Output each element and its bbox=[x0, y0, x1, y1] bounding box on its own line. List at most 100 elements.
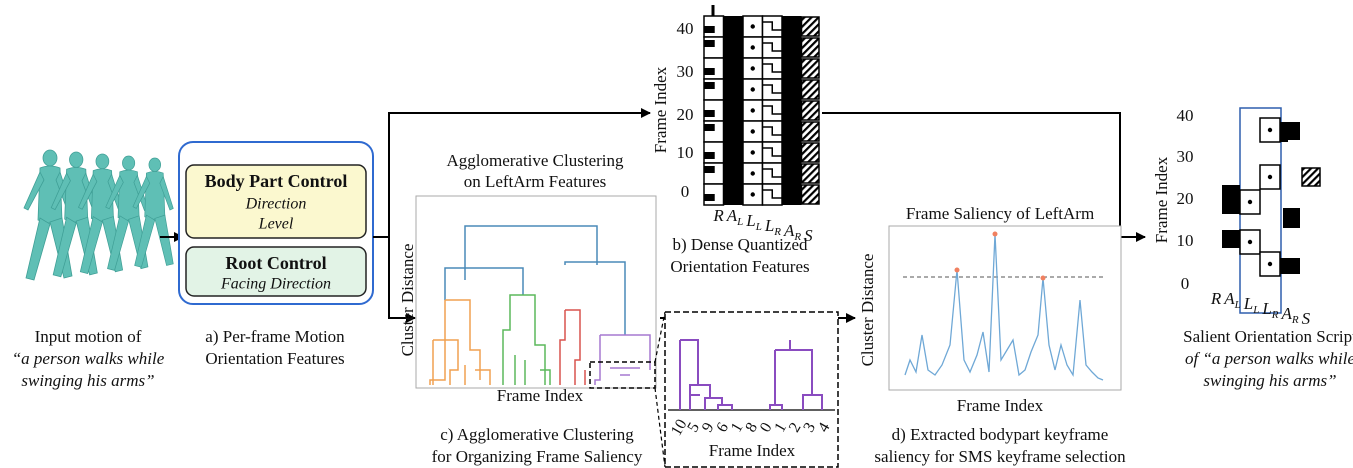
box-title: Root Control bbox=[225, 253, 326, 273]
y-tick-label: 40 bbox=[677, 19, 694, 38]
y-tick-label: 40 bbox=[1177, 106, 1194, 125]
column-label: L bbox=[745, 211, 755, 230]
cell-dot bbox=[750, 150, 755, 155]
cell-step bbox=[762, 105, 782, 115]
column-label: L bbox=[1261, 299, 1271, 318]
zoom-link bbox=[769, 350, 776, 410]
zoom-region bbox=[589, 361, 656, 389]
caption: saliency for SMS keyframe selection bbox=[874, 447, 1126, 466]
cell bbox=[723, 37, 743, 58]
cell-dot bbox=[750, 171, 755, 176]
dendro-link bbox=[444, 267, 524, 300]
arrow bbox=[388, 237, 416, 323]
arm bbox=[23, 171, 45, 211]
cell bbox=[782, 163, 802, 184]
caption: Input motion of bbox=[35, 327, 142, 346]
cell-step bbox=[762, 84, 782, 94]
saliency-box bbox=[888, 225, 1122, 391]
chart-title: Agglomerative Clustering bbox=[446, 151, 624, 170]
x-axis-label: Frame Index bbox=[709, 441, 796, 460]
dendro-link bbox=[464, 225, 598, 280]
column-subscript: L bbox=[736, 216, 743, 228]
cell bbox=[723, 100, 743, 121]
cell-dot bbox=[750, 87, 755, 92]
column-label: A bbox=[1281, 304, 1293, 323]
peak-marker bbox=[992, 231, 998, 237]
cell-dot bbox=[1267, 174, 1273, 180]
caption: a) Per-frame Motion bbox=[205, 327, 345, 346]
cell-block bbox=[704, 166, 715, 173]
dendro-link bbox=[540, 369, 551, 385]
cell bbox=[800, 58, 820, 79]
column-label: S bbox=[1302, 309, 1311, 328]
column-subscript: R bbox=[793, 231, 801, 243]
cell bbox=[782, 37, 802, 58]
column-label: A bbox=[726, 206, 738, 225]
saliency-line bbox=[904, 233, 1104, 381]
cell-block bbox=[704, 194, 715, 201]
cell-dot bbox=[1267, 127, 1273, 133]
cell-dot bbox=[750, 108, 755, 113]
cell-step bbox=[762, 126, 782, 136]
cell bbox=[723, 121, 743, 142]
caption: for Organizing Frame Saliency bbox=[432, 447, 643, 466]
x-axis-label: Frame Index bbox=[497, 386, 584, 405]
column-subscript: L bbox=[1234, 299, 1241, 311]
y-axis-label: Frame Index bbox=[1152, 156, 1171, 243]
dendro-link bbox=[564, 261, 626, 335]
leg bbox=[154, 214, 174, 266]
cell-step bbox=[762, 168, 782, 178]
cell bbox=[782, 184, 802, 205]
y-tick-label: 10 bbox=[677, 143, 694, 162]
peak-marker bbox=[954, 267, 960, 273]
arm bbox=[105, 174, 124, 210]
zoom-link bbox=[722, 404, 733, 410]
dendro-link bbox=[565, 309, 581, 385]
leg bbox=[134, 214, 156, 268]
head bbox=[95, 153, 110, 170]
head bbox=[148, 157, 162, 172]
cell bbox=[800, 16, 820, 37]
arm bbox=[50, 172, 71, 211]
cell-dot bbox=[1267, 261, 1273, 267]
leg bbox=[52, 216, 77, 278]
cell-block bbox=[704, 152, 715, 159]
head bbox=[122, 155, 136, 171]
cell bbox=[723, 58, 743, 79]
caption: b) Dense Quantized bbox=[672, 235, 808, 254]
human-figure bbox=[23, 149, 73, 281]
root-box bbox=[185, 246, 367, 297]
leg bbox=[25, 217, 51, 281]
x-axis-label: Frame Index bbox=[957, 396, 1044, 415]
caption: swinging his arms” bbox=[1203, 371, 1336, 390]
dendro-link bbox=[594, 335, 601, 385]
y-tick-label: 0 bbox=[681, 182, 690, 201]
script-block bbox=[1283, 208, 1300, 228]
cell bbox=[800, 163, 820, 184]
column-subscript: L bbox=[1252, 304, 1259, 316]
cell bbox=[800, 142, 820, 163]
cell-dot bbox=[750, 129, 755, 134]
caption: d) Extracted bodypart keyframe bbox=[892, 425, 1109, 444]
y-tick-label: 30 bbox=[677, 62, 694, 81]
peak-marker bbox=[1040, 275, 1046, 281]
y-tick-label: 20 bbox=[677, 105, 694, 124]
column-label: L bbox=[1243, 294, 1253, 313]
caption: Orientation Features bbox=[205, 349, 344, 368]
arrow bbox=[388, 108, 651, 237]
cell-block bbox=[704, 40, 715, 47]
cell-block bbox=[704, 124, 715, 131]
dendro-link bbox=[502, 294, 523, 385]
cell-step bbox=[762, 21, 782, 31]
arm bbox=[78, 173, 98, 210]
cell bbox=[723, 142, 743, 163]
dendro-link bbox=[523, 294, 546, 385]
y-tick-label: 30 bbox=[1177, 147, 1194, 166]
cell bbox=[800, 121, 820, 142]
column-subscript: R bbox=[1291, 314, 1299, 326]
column-labels: R AL LL LR AR S bbox=[1210, 289, 1311, 328]
caption: of “a person walks while bbox=[1185, 349, 1353, 368]
cell bbox=[723, 184, 743, 205]
cell bbox=[782, 58, 802, 79]
